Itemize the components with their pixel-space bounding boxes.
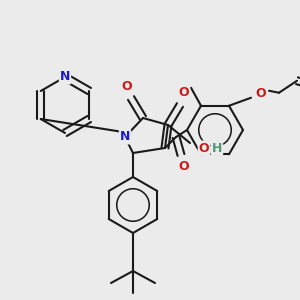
Text: O: O [122,80,132,92]
Text: O: O [179,160,189,173]
Text: H: H [212,142,222,154]
Text: N: N [120,130,130,143]
Text: N: N [60,70,70,83]
Text: O: O [179,86,189,100]
Text: O: O [256,87,266,100]
Text: O: O [199,142,209,154]
